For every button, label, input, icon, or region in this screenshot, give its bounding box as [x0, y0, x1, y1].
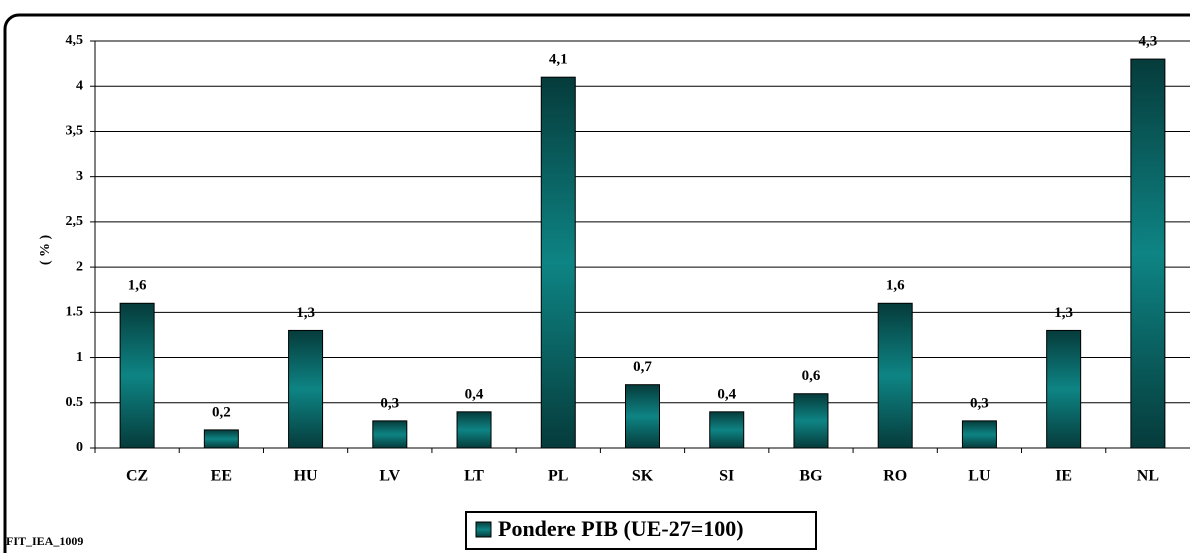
x-tick-label: CZ: [126, 468, 148, 485]
bar: [877, 302, 913, 449]
x-tick-label: BG: [799, 468, 823, 485]
y-tick-label: 4: [76, 78, 83, 93]
y-tick-label: 3,5: [66, 124, 84, 139]
bar: [372, 420, 408, 449]
bar: [625, 384, 660, 449]
value-label: 0,6: [802, 368, 821, 384]
value-label: 0,3: [970, 395, 989, 411]
bar: [961, 420, 997, 449]
value-label: 0,4: [717, 386, 736, 402]
value-label: 4,3: [1139, 34, 1158, 50]
bar: [288, 329, 324, 449]
x-tick-label: SK: [632, 468, 654, 485]
x-tick-label: EE: [211, 468, 232, 485]
plot-area: [95, 41, 1190, 448]
y-tick-label: 1.5: [66, 305, 84, 320]
x-tick-label: LT: [464, 468, 484, 485]
bar: [540, 76, 576, 449]
value-label: 1,3: [1054, 305, 1073, 321]
x-tick-label: PL: [548, 468, 568, 485]
bar: [1046, 329, 1082, 449]
bar: [709, 411, 745, 449]
legend-box: [465, 511, 817, 550]
y-tick-label: 1: [76, 350, 83, 365]
x-tick-label: IE: [1055, 468, 1072, 485]
legend-swatch: [475, 521, 492, 538]
footer: FIT_IEA_1009: [6, 534, 83, 548]
x-tick-label: LU: [968, 468, 991, 485]
legend-label: Pondere PIB (UE-27=100): [498, 516, 744, 541]
y-tick-label: 3: [76, 169, 83, 184]
value-label: 4,1: [549, 52, 568, 68]
bar: [456, 411, 492, 449]
value-label: 0,7: [633, 359, 652, 375]
y-axis-label: ( % ): [38, 235, 53, 266]
bar: [793, 393, 829, 449]
x-tick-label: NL: [1137, 468, 1159, 485]
value-label: 1,6: [128, 278, 147, 294]
x-tick-label: SI: [719, 468, 734, 485]
x-tick-label: LV: [379, 468, 400, 485]
x-tick-label: HU: [294, 468, 318, 485]
y-tick-label: 2,5: [66, 214, 84, 229]
x-tick-label: RO: [883, 468, 907, 485]
y-tick-label: 0.5: [66, 395, 84, 410]
value-label: 1,6: [886, 278, 905, 294]
value-label: 0,3: [380, 395, 399, 411]
y-tick-label: 0: [76, 440, 83, 455]
bar: [1130, 58, 1166, 449]
value-label: 1,3: [296, 305, 315, 321]
value-label: 0,2: [212, 404, 231, 420]
bar: [119, 302, 155, 449]
value-label: 0,4: [465, 386, 484, 402]
y-tick-label: 4,5: [66, 33, 84, 48]
bar: [203, 429, 239, 449]
y-tick-label: 2: [76, 259, 83, 274]
